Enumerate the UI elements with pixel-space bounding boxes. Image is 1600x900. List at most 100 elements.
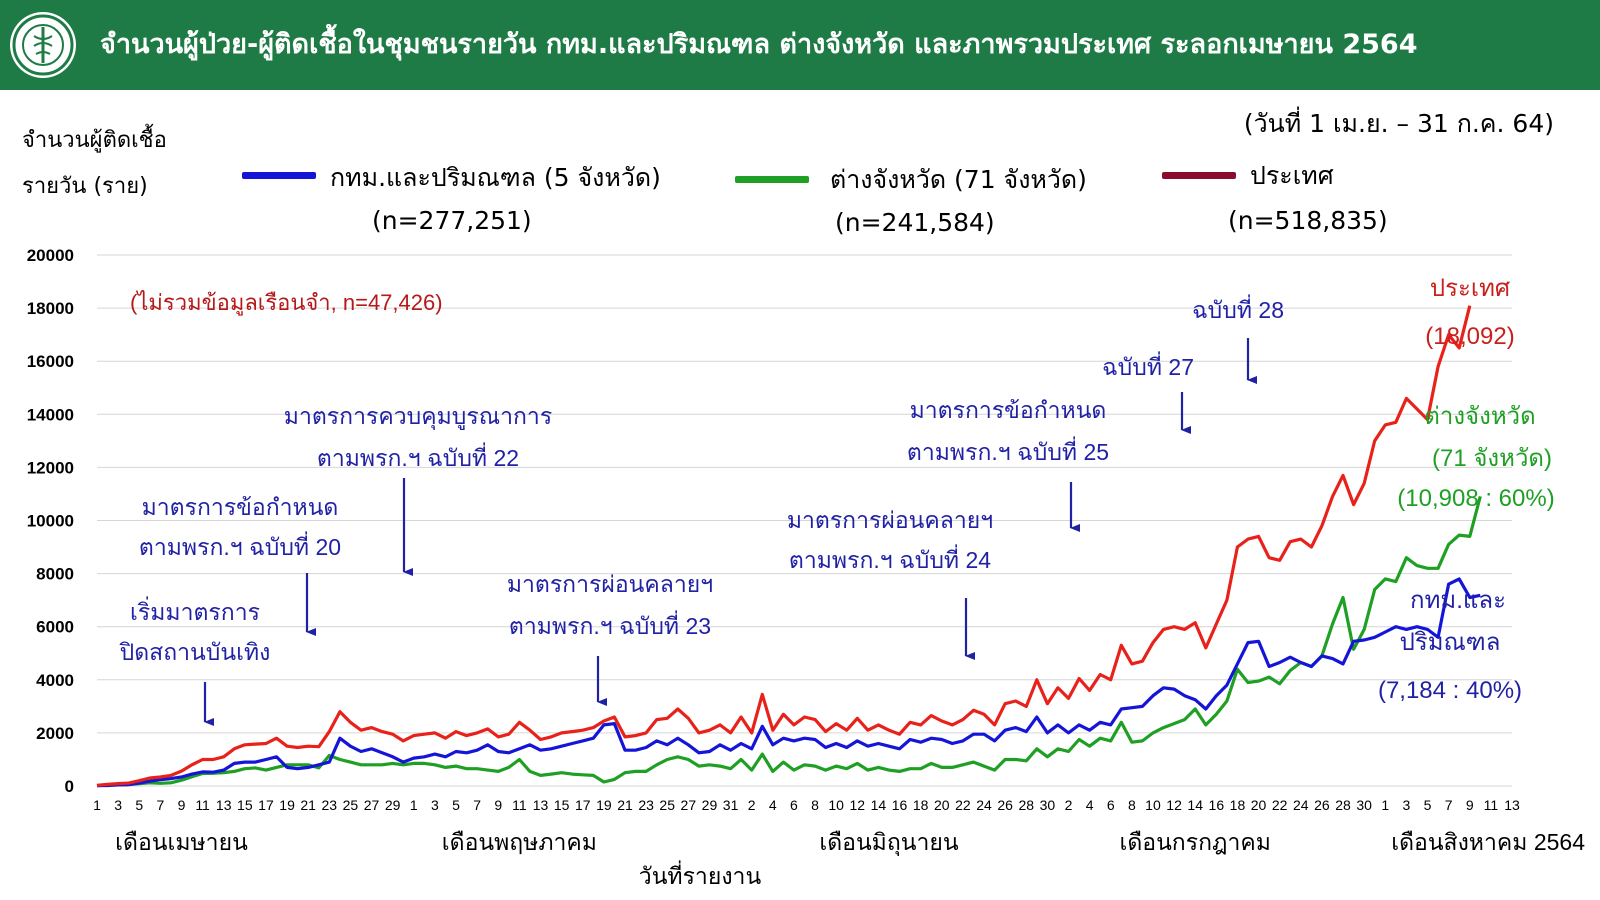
- y-tick-label: 20000: [27, 246, 74, 265]
- series-line: [96, 577, 1481, 788]
- x-tick-label: 4: [1086, 797, 1094, 813]
- y-tick-label: 2000: [36, 724, 74, 743]
- x-tick-label: 7: [156, 797, 164, 813]
- x-tick-label: 6: [790, 797, 798, 813]
- x-tick-label: 14: [1187, 797, 1203, 813]
- x-tick-label: 5: [452, 797, 460, 813]
- x-tick-label: 25: [659, 797, 675, 813]
- x-tick-label: 26: [1314, 797, 1330, 813]
- x-tick-label: 3: [1403, 797, 1411, 813]
- month-label: เดือนเมษายน: [115, 829, 248, 855]
- ministry-of-public-health-seal-icon: [10, 12, 76, 78]
- x-tick-label: 8: [1128, 797, 1136, 813]
- annotation-text: ตามพรก.ฯ ฉบับที่ 20: [139, 531, 341, 560]
- y-tick-label: 0: [65, 777, 74, 796]
- month-label: เดือนกรกฎาคม: [1119, 829, 1270, 855]
- x-tick-label: 10: [1145, 797, 1161, 813]
- end-label-bkk: กทม.และ: [1410, 587, 1506, 614]
- month-label: เดือนพฤษภาคม: [442, 829, 597, 855]
- x-tick-label: 10: [828, 797, 844, 813]
- legend-label-bkk: กทม.และปริมณฑล (5 จังหวัด): [330, 163, 661, 192]
- x-tick-label: 14: [871, 797, 887, 813]
- annotation-text: ปิดสถานบันเทิง: [119, 639, 270, 665]
- x-tick-label: 22: [1272, 797, 1288, 813]
- y-tick-label: 18000: [27, 299, 74, 318]
- legend-count-country: (n=518,835): [1228, 206, 1388, 235]
- y-tick-label: 10000: [27, 512, 74, 531]
- x-tick-label: 2: [1065, 797, 1073, 813]
- end-label-country-value: (18,092): [1425, 323, 1514, 350]
- end-label-bkk-line2: ปริมณฑล: [1400, 629, 1501, 656]
- annotation-text: ตามพรก.ฯ ฉบับที่ 23: [509, 610, 711, 639]
- x-tick-label: 21: [300, 797, 316, 813]
- x-tick-label: 29: [702, 797, 718, 813]
- prison-note: (ไม่รวมข้อมูลเรือนจำ, n=47,426): [130, 290, 443, 316]
- x-tick-label: 3: [114, 797, 122, 813]
- x-tick-label: 5: [135, 797, 143, 813]
- x-tick-label: 25: [343, 797, 359, 813]
- legend-count-bkk: (n=277,251): [372, 206, 532, 235]
- annotation-text: มาตรการควบคุมบูรณาการ: [284, 403, 552, 430]
- page-title: จำนวนผู้ป่วย-ผู้ติดเชื้อในชุมชนรายวัน กท…: [100, 29, 1418, 60]
- x-tick-label: 8: [811, 797, 819, 813]
- x-tick-label: 20: [1251, 797, 1267, 813]
- period-label: (วันที่ 1 เม.ย. – 31 ก.ค. 64): [1243, 109, 1554, 138]
- x-tick-label: 27: [681, 797, 697, 813]
- x-tick-label: 2: [748, 797, 756, 813]
- x-tick-label: 28: [1335, 797, 1351, 813]
- x-tick-label: 13: [216, 797, 232, 813]
- month-label: เดือนสิงหาคม 2564: [1391, 829, 1585, 855]
- x-tick-label: 15: [554, 797, 570, 813]
- x-tick-label: 17: [575, 797, 591, 813]
- x-tick-label: 27: [364, 797, 380, 813]
- y-tick-label: 4000: [36, 671, 74, 690]
- y-axis-title-line1: จำนวนผู้ติดเชื้อ: [22, 128, 167, 153]
- x-tick-label: 12: [850, 797, 866, 813]
- x-tick-label: 12: [1166, 797, 1182, 813]
- x-tick-label: 15: [237, 797, 253, 813]
- x-tick-label: 31: [723, 797, 739, 813]
- y-tick-label: 14000: [27, 405, 74, 424]
- x-tick-label: 24: [1293, 797, 1309, 813]
- x-tick-label: 1: [93, 797, 101, 813]
- x-tick-label: 4: [769, 797, 777, 813]
- x-tick-label: 1: [410, 797, 418, 813]
- header-bar: จำนวนผู้ป่วย-ผู้ติดเชื้อในชุมชนรายวัน กท…: [0, 0, 1600, 90]
- annotation-text: ตามพรก.ฯ ฉบับที่ 22: [317, 442, 519, 471]
- legend-line-country: [1162, 172, 1236, 179]
- end-label-provinces: ต่างจังหวัด: [1424, 403, 1535, 430]
- annotation-text: มาตรการผ่อนคลายฯ: [507, 571, 713, 597]
- x-tick-label: 3: [431, 797, 439, 813]
- legend-line-provinces: [735, 176, 809, 183]
- x-tick-label: 22: [955, 797, 971, 813]
- x-tick-label: 1: [1381, 797, 1389, 813]
- y-tick-label: 6000: [36, 618, 74, 637]
- annotation-text: เริ่มมาตรการ: [130, 596, 260, 625]
- end-label-provinces-value: (10,908 : 60%): [1397, 485, 1554, 512]
- x-tick-label: 21: [617, 797, 633, 813]
- x-tick-label: 9: [1466, 797, 1474, 813]
- x-tick-label: 9: [494, 797, 502, 813]
- x-tick-label: 28: [1018, 797, 1034, 813]
- x-tick-label: 20: [934, 797, 950, 813]
- end-label-provinces-count: (71 จังหวัด): [1432, 445, 1552, 472]
- annotation-text: มาตรการผ่อนคลายฯ: [787, 507, 993, 533]
- x-tick-label: 5: [1424, 797, 1432, 813]
- x-tick-label: 13: [533, 797, 549, 813]
- x-tick-label: 9: [178, 797, 186, 813]
- x-tick-label: 16: [1209, 797, 1225, 813]
- x-axis-title: วันที่รายงาน: [639, 860, 762, 889]
- legend-label-country: ประเทศ: [1250, 161, 1334, 190]
- x-tick-label: 18: [913, 797, 929, 813]
- x-tick-label: 11: [195, 797, 210, 813]
- annotation-text: ฉบับที่ 27: [1102, 351, 1194, 380]
- x-tick-label: 19: [596, 797, 612, 813]
- x-tick-label: 11: [1484, 797, 1499, 813]
- x-tick-label: 23: [322, 797, 338, 813]
- series-line: [96, 305, 1472, 787]
- x-tick-label: 6: [1107, 797, 1115, 813]
- x-tick-label: 30: [1040, 797, 1056, 813]
- y-tick-label: 8000: [36, 565, 74, 584]
- annotation-text: มาตรการข้อกำหนด: [142, 494, 339, 520]
- y-tick-label: 12000: [27, 458, 74, 477]
